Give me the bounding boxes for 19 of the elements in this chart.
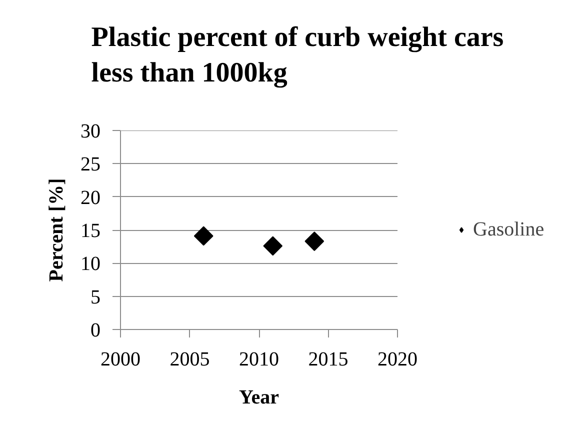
x-tick-label: 2000	[100, 348, 140, 370]
x-tick-label: 2020	[378, 348, 418, 370]
x-tick-label: 2010	[239, 348, 279, 370]
y-tick-label: 20	[80, 186, 100, 209]
point	[263, 236, 283, 256]
point	[304, 232, 324, 251]
y-tick-label: 30	[80, 120, 100, 142]
y-tick-label: 0	[90, 320, 100, 342]
y-tick-label: 10	[80, 253, 100, 276]
y-tick-label: 5	[90, 286, 100, 308]
x-axis-title: Year	[239, 386, 280, 408]
x-tick-label: 2005	[170, 348, 210, 370]
chart-title: Plastic percent of curb weight cars less than 1000kg	[91, 22, 504, 88]
legend-label: Gasoline	[473, 218, 544, 241]
y-axis-title: Percent [%]	[46, 178, 68, 282]
y-tick-label: 25	[80, 154, 100, 176]
y-tick-label: 15	[80, 220, 100, 242]
x-tick-label: 2015	[308, 348, 348, 370]
point	[194, 226, 214, 246]
